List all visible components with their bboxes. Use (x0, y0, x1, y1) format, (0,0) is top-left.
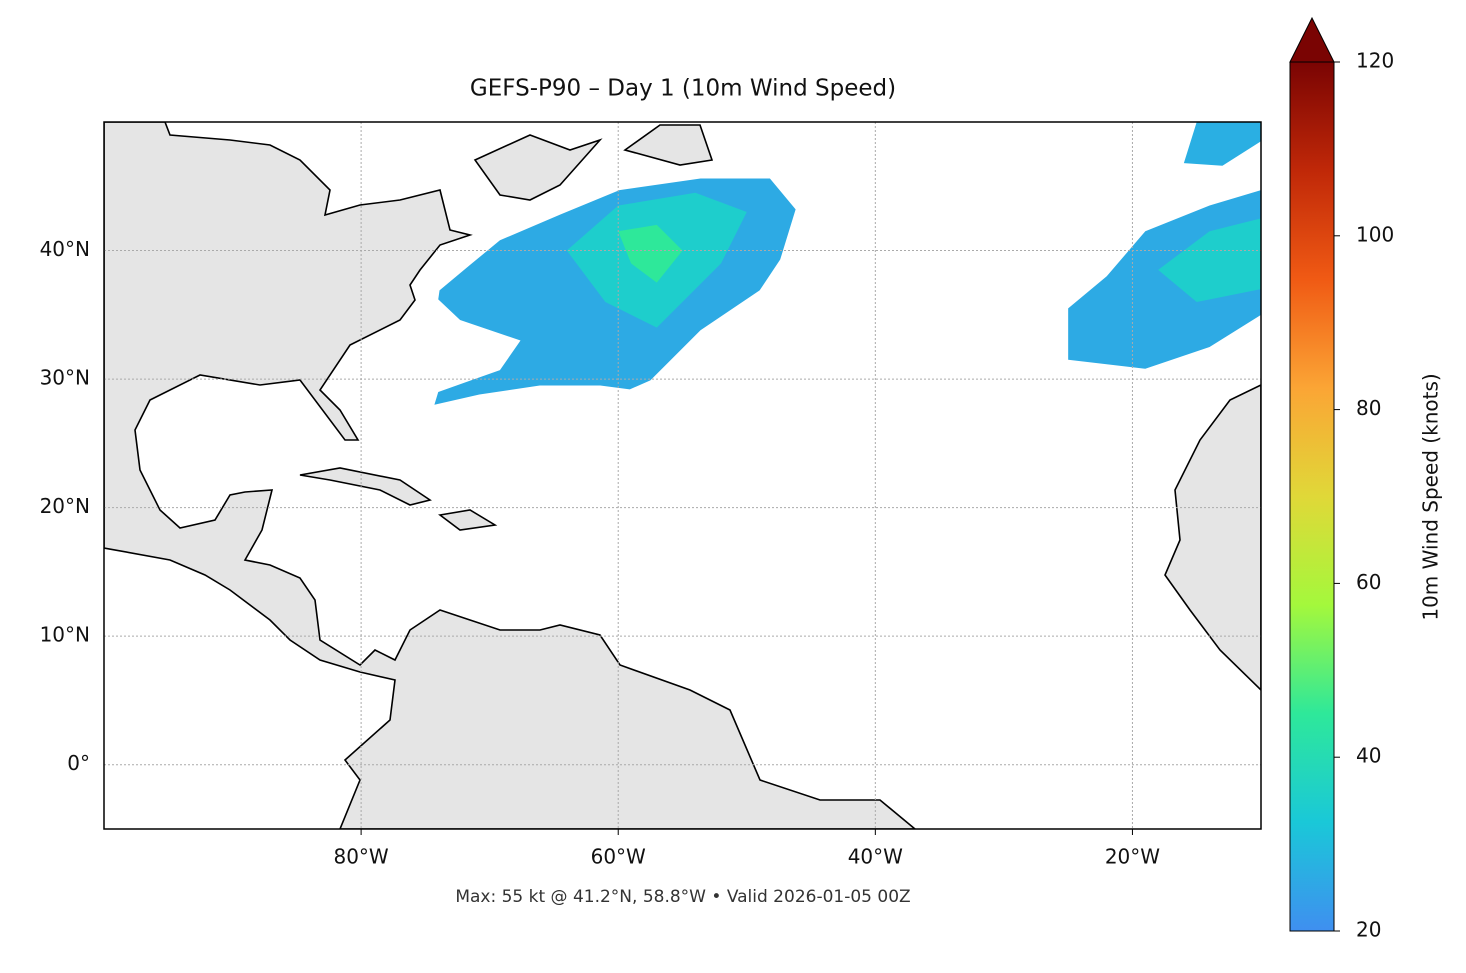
wind-field (434, 122, 1261, 405)
colorbar-tick-label: 120 (1356, 49, 1394, 73)
africa (1164, 384, 1261, 692)
plot-frame (103, 121, 1262, 830)
y-tick-label: 0° (67, 751, 90, 775)
colorbar-tick-label: 40 (1356, 744, 1381, 768)
y-tick-label: 40°N (40, 237, 90, 261)
y-tick-label: 20°N (40, 494, 90, 518)
x-tick-label: 80°W (333, 845, 388, 869)
x-tick-label: 40°W (848, 845, 903, 869)
colorbar-tick-label: 80 (1356, 396, 1381, 420)
colorbar-extend (1289, 16, 1335, 63)
x-tick-label: 60°W (591, 845, 646, 869)
note: Max: 55 kt @ 41.2°N, 58.8°W • Valid 2026… (455, 887, 910, 907)
x-tick-label: 20°W (1105, 845, 1160, 869)
cuba (299, 467, 432, 506)
y-tick-label: 10°N (40, 623, 90, 647)
colorbar-tick-label: 100 (1356, 222, 1394, 246)
newfoundland (623, 124, 714, 166)
plot-area (104, 122, 1261, 829)
maritimes (473, 134, 603, 201)
colorbar-tick-label: 20 (1356, 918, 1381, 942)
chart-title: GEFS-P90 – Day 1 (10m Wind Speed) (470, 76, 896, 102)
colorbar-label: 10m Wind Speed (knots) (1419, 373, 1443, 620)
wind-area (618, 224, 683, 283)
colorbar-tick-label: 60 (1356, 570, 1381, 594)
wind-area (1183, 122, 1261, 166)
americas (104, 122, 917, 829)
grid (104, 122, 1261, 829)
y-tick-label: 30°N (40, 366, 90, 390)
wind-area (1158, 218, 1261, 302)
hispaniola (438, 509, 498, 531)
colorbar (1289, 61, 1335, 932)
